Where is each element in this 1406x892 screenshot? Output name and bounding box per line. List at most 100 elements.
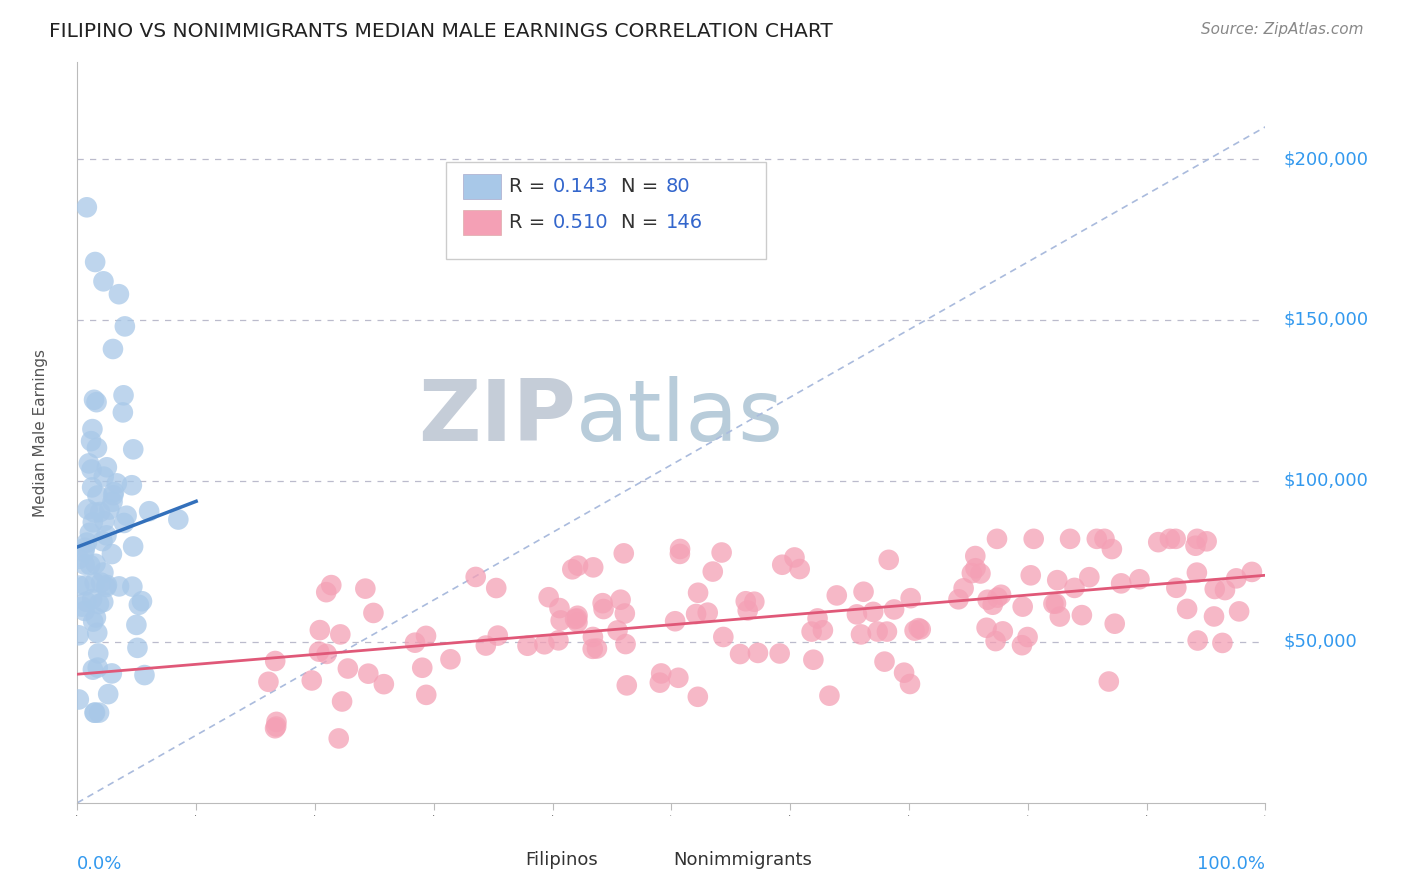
Point (789, 562, 811, 576)
Point (108, 579, 131, 593)
Point (1022, 532, 1045, 546)
Point (616, 678, 638, 692)
Point (1019, 568, 1042, 582)
Point (981, 598, 1004, 612)
Point (565, 611, 588, 625)
Text: N =: N = (621, 213, 665, 232)
Text: $200,000: $200,000 (1284, 150, 1368, 168)
Point (1045, 597, 1067, 611)
Point (87, 647, 110, 661)
Point (648, 675, 671, 690)
Point (112, 516, 135, 530)
Point (984, 634, 1007, 648)
Point (103, 485, 125, 500)
Text: R =: R = (509, 178, 551, 196)
Text: R =: R = (509, 213, 551, 232)
Point (475, 639, 498, 653)
Point (770, 558, 793, 572)
Point (84, 255, 107, 269)
Point (111, 405, 134, 419)
Point (329, 627, 352, 641)
Point (486, 629, 509, 643)
Point (89, 505, 111, 519)
Point (83, 392, 105, 407)
Point (818, 689, 841, 703)
Point (121, 478, 143, 492)
Point (702, 565, 724, 579)
Point (845, 607, 868, 622)
Point (1185, 566, 1208, 580)
Point (1011, 638, 1033, 652)
Point (592, 602, 614, 616)
Point (103, 488, 125, 502)
Point (800, 624, 823, 639)
Point (711, 630, 734, 644)
Point (328, 731, 350, 746)
Point (1166, 581, 1188, 595)
Point (586, 641, 609, 656)
Point (744, 595, 766, 609)
Point (101, 547, 124, 561)
Point (464, 570, 486, 584)
Point (614, 637, 637, 651)
Point (167, 512, 190, 526)
Point (883, 602, 905, 616)
Point (516, 639, 538, 653)
Point (122, 442, 145, 457)
Point (138, 504, 160, 518)
Point (131, 594, 153, 608)
Point (101, 666, 124, 681)
Point (415, 629, 437, 643)
Point (582, 641, 605, 656)
Point (73, 604, 96, 618)
Point (952, 582, 974, 596)
Point (122, 540, 145, 554)
Point (1227, 604, 1250, 618)
Point (1202, 609, 1225, 624)
Point (537, 591, 560, 605)
Point (1104, 616, 1126, 631)
Point (550, 614, 572, 628)
Point (83, 506, 105, 520)
Point (82, 663, 104, 677)
Point (485, 581, 508, 595)
Point (548, 601, 571, 615)
Point (121, 580, 143, 594)
Point (669, 541, 692, 556)
Point (77, 456, 100, 470)
Point (315, 585, 337, 599)
Point (93, 566, 115, 580)
Text: N =: N = (621, 178, 665, 196)
Point (79, 525, 101, 540)
Point (849, 627, 872, 641)
Point (87, 597, 110, 611)
Point (533, 637, 555, 651)
Point (1225, 571, 1247, 585)
Point (301, 673, 323, 688)
Point (903, 624, 925, 638)
Point (439, 652, 461, 666)
FancyBboxPatch shape (640, 852, 671, 871)
Point (696, 606, 718, 620)
Point (862, 605, 884, 619)
Point (686, 690, 709, 704)
Point (606, 624, 628, 638)
Point (965, 549, 987, 563)
Point (1211, 636, 1233, 650)
Point (1164, 532, 1187, 546)
Point (84, 610, 107, 624)
Point (1049, 609, 1071, 624)
Point (900, 591, 922, 606)
Point (80, 434, 103, 449)
Point (266, 714, 288, 729)
Point (960, 566, 983, 581)
Point (876, 624, 898, 639)
Point (134, 668, 156, 682)
Point (76, 502, 98, 516)
Point (664, 614, 686, 628)
Text: Source: ZipAtlas.com: Source: ZipAtlas.com (1201, 22, 1364, 37)
Point (82, 480, 104, 494)
FancyBboxPatch shape (446, 162, 766, 259)
Point (73, 541, 96, 555)
Point (734, 594, 756, 608)
